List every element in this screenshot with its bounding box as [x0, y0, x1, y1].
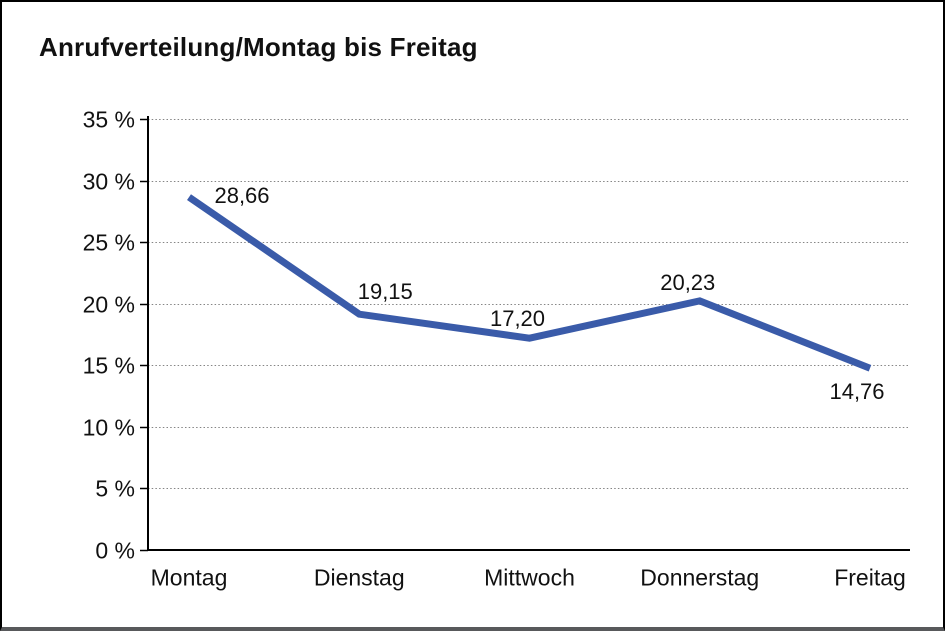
y-tick-label: 30 %	[82, 168, 135, 195]
data-point-label: 20,23	[660, 269, 716, 295]
y-tick-label: 0 %	[95, 537, 135, 564]
chart-title: Anrufverteilung/Montag bis Freitag	[39, 32, 478, 62]
y-tick-label: 10 %	[82, 414, 135, 441]
data-point-label: 17,20	[489, 306, 546, 332]
y-tick-label: 25 %	[82, 229, 135, 256]
x-category-label: Freitag	[834, 564, 906, 591]
x-category-label: Dienstag	[313, 564, 405, 591]
data-point-label: 14,76	[829, 379, 885, 405]
y-tick-label: 5 %	[95, 475, 135, 502]
x-category-label: Mittwoch	[484, 564, 575, 591]
y-tick-label: 20 %	[82, 291, 135, 318]
y-tick-label: 35 %	[82, 106, 135, 133]
data-point-label: 19,15	[357, 279, 413, 305]
data-series-line	[187, 194, 872, 372]
x-category-label: Montag	[150, 564, 228, 591]
x-category-label: Donnerstag	[640, 564, 760, 591]
y-tick-label: 15 %	[82, 352, 135, 379]
data-point-label: 28,66	[214, 183, 270, 209]
